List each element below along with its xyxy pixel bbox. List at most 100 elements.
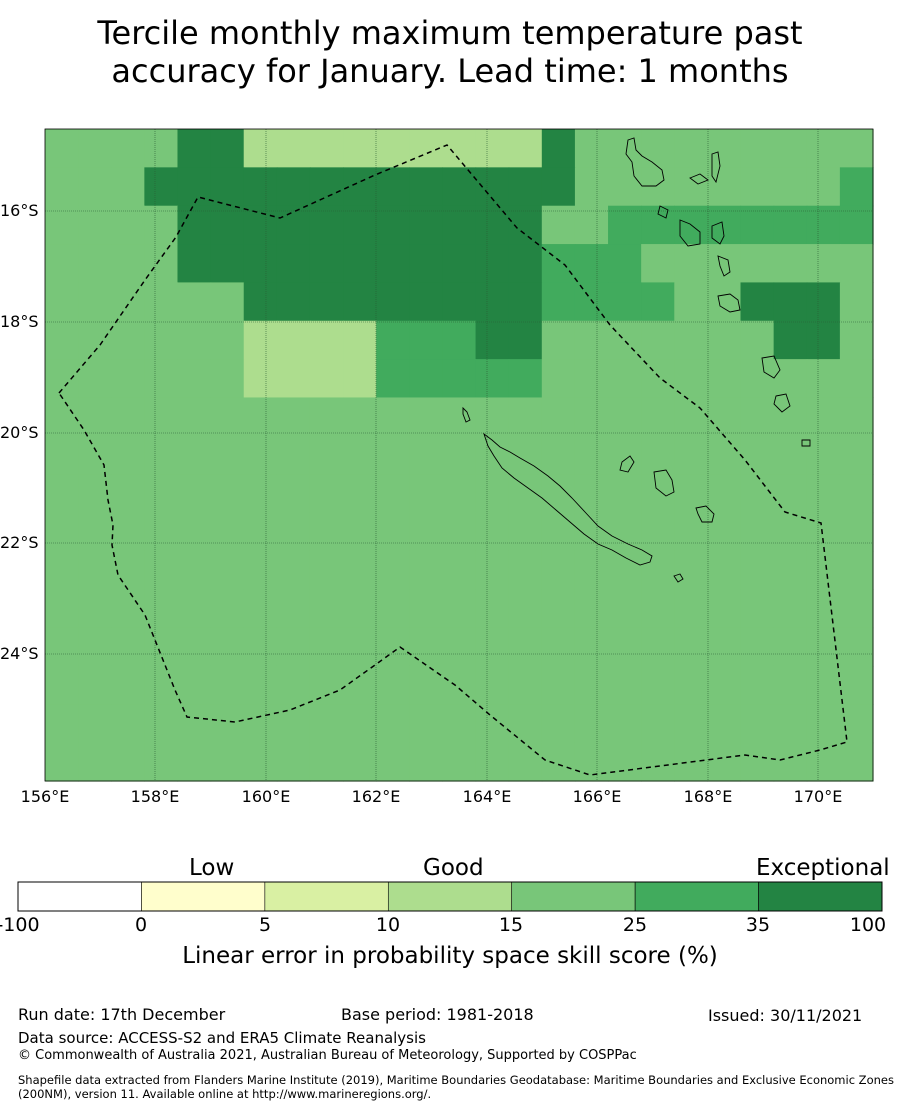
vanuatu-south-islands [717,293,811,447]
grid-cell [376,512,410,552]
grid-cell [641,397,675,437]
grid-cell [740,742,775,782]
grid-cell [541,435,576,475]
grid-cell [276,205,311,245]
grid-cell [839,320,874,360]
grid-cell [608,550,642,590]
grid-cell [641,474,675,514]
grid-cell [276,167,311,207]
grid-cell [343,282,377,322]
grid-cell [45,589,79,629]
grid-cell [574,244,609,284]
grid-cell [508,129,543,168]
grid-cell [144,397,179,437]
grid-cell [674,320,708,360]
grid-cell [409,397,444,437]
grid-cell [641,627,675,667]
grid-cell [210,589,245,629]
grid-cell [740,550,775,590]
grid-cell [541,282,576,322]
grid-cell [608,320,642,360]
grid-cell [210,129,245,168]
grid-cell [773,205,808,245]
map-gridlines [45,129,873,781]
grid-cell [111,550,145,590]
grid-cell [144,474,179,514]
map-title-line-2: accuracy for January. Lead time: 1 month… [111,52,789,90]
colorbar-tick-35: 35 [745,914,771,936]
data-source: Data source: ACCESS-S2 and ERA5 Climate … [18,1029,426,1047]
grid-cell [608,397,642,437]
grid-cell [773,665,808,705]
grid-cell [111,589,145,629]
grid-cell [608,435,642,475]
grid-cell [541,665,576,705]
grid-cell [608,512,642,552]
grid-cell [210,320,245,360]
colorbar-bin [758,881,883,912]
grid-cell [707,320,742,360]
grid-cell [78,474,112,514]
grid-cell [78,435,112,475]
coastlines [462,137,811,583]
grid-cell [574,665,609,705]
grid-cell [839,244,874,284]
grid-cell [574,167,609,207]
grid-cell [276,397,311,437]
grid-cell [740,627,775,667]
grid-cell [210,742,245,782]
grid-cell [740,244,775,284]
grid-cell [111,435,145,475]
lat-label-24s: 24°S [0,644,39,663]
grid-cell [541,129,576,168]
grid-cell [243,397,278,437]
grid-cell [608,129,642,168]
grid-cell [78,665,112,705]
grid-cell [78,589,112,629]
grid-cell [641,435,675,475]
grid-cell [343,244,377,284]
grid-cell [641,282,675,322]
grid-cell [243,205,278,245]
grid-cell [343,205,377,245]
grid-cell [806,320,841,360]
base-period: Base period: 1981-2018 [341,1005,534,1024]
grid-cell [707,742,742,782]
grid-cell [442,742,477,782]
grid-cell [210,244,245,284]
grid-cell [243,435,278,475]
grid-cell [177,167,212,207]
grid-cell [78,167,112,207]
grid-cell [210,474,245,514]
grid-cell [409,244,444,284]
grid-cell [674,627,708,667]
grid-cell [78,550,112,590]
colorbar [17,881,883,912]
vanuatu-north-islands [689,151,721,185]
grid-cell [442,550,477,590]
grid-cell [740,589,775,629]
grid-cell [839,129,874,168]
grid-cell [641,359,675,399]
grid-cell [177,244,212,284]
grid-cell [773,742,808,782]
grid-cell [376,167,410,207]
grid-cell [442,397,477,437]
grid-cell [376,244,410,284]
grid-cell [806,665,841,705]
grid-cell [309,627,344,667]
grid-cell [541,244,576,284]
grid-cell [574,512,609,552]
grid-cell [111,320,145,360]
grid-cell [243,244,278,284]
grid-cell [343,550,377,590]
grid-cell [144,129,179,168]
grid-cell [806,129,841,168]
grid-cell [45,359,79,399]
grid-cell [475,244,510,284]
grid-cell [376,704,410,744]
grid-cell [343,512,377,552]
grid-cell [541,167,576,207]
grid-cell [45,704,79,744]
grid-cell [276,550,311,590]
